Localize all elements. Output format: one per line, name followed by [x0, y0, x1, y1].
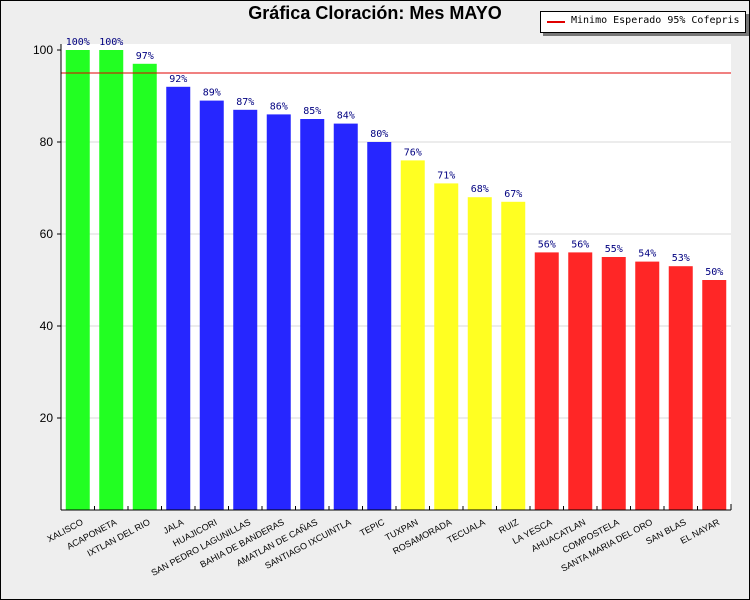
value-label: 100%: [99, 37, 123, 48]
bar: [367, 142, 392, 510]
bar: [132, 63, 157, 511]
legend-reference-line-swatch: [547, 21, 565, 23]
chart-title: Gráfica Cloración: Mes MAYO: [248, 3, 502, 23]
value-label: 56%: [538, 239, 556, 250]
x-tick-label: RUIZ: [497, 517, 521, 536]
value-label: 50%: [705, 267, 723, 278]
x-tick-label: TECUALA: [445, 517, 486, 545]
y-tick-label: 60: [40, 227, 54, 241]
x-tick-label: TEPIC: [358, 517, 387, 539]
value-label: 92%: [169, 74, 187, 85]
axes: [57, 44, 732, 511]
y-tick-label: 40: [40, 319, 54, 333]
bar: [434, 183, 459, 510]
value-label: 67%: [504, 189, 522, 200]
y-tick-label: 20: [40, 411, 54, 425]
bar: [400, 160, 425, 510]
bar: [199, 100, 224, 510]
value-label: 56%: [571, 239, 589, 250]
y-tick-label: 100: [33, 43, 53, 57]
bar: [534, 252, 559, 510]
bar: [467, 197, 492, 510]
value-label: 97%: [136, 51, 154, 62]
plot-area: [61, 44, 731, 510]
value-labels: 100% 100% 97% 92% 89% 87% 86% 85% 84% 80% 76% 71% 68…: [66, 37, 724, 278]
bar: [300, 119, 325, 510]
value-label: 53%: [672, 253, 690, 264]
value-label: 54%: [638, 249, 656, 260]
bar: [668, 266, 693, 510]
bar: [635, 261, 660, 510]
bar: [568, 252, 593, 510]
bar: [166, 86, 191, 511]
value-label: 55%: [605, 244, 623, 255]
bar: [333, 123, 358, 510]
legend: Minimo Esperado 95% Cofepris: [540, 11, 746, 33]
bar: [702, 280, 727, 510]
value-label: 85%: [303, 106, 321, 117]
value-label: 86%: [270, 101, 288, 112]
bar: [501, 201, 526, 511]
bar: [233, 109, 258, 511]
value-label: 80%: [370, 129, 388, 140]
y-tick-labels: 20 40 60 80 100: [33, 43, 53, 425]
value-label: 100%: [66, 37, 90, 48]
value-label: 76%: [404, 147, 422, 158]
value-label: 89%: [203, 88, 221, 99]
bar: [65, 50, 90, 510]
bar: [99, 50, 124, 510]
bar: [601, 257, 626, 510]
value-label: 87%: [236, 97, 254, 108]
y-tick-label: 80: [40, 135, 54, 149]
bars: [65, 50, 727, 511]
legend-label: Minimo Esperado 95% Cofepris: [571, 15, 740, 26]
value-label: 84%: [337, 111, 355, 122]
value-label: 68%: [471, 184, 489, 195]
value-label: 71%: [437, 170, 455, 181]
bar: [266, 114, 291, 511]
x-tick-label: ROSAMORADA: [391, 517, 453, 556]
